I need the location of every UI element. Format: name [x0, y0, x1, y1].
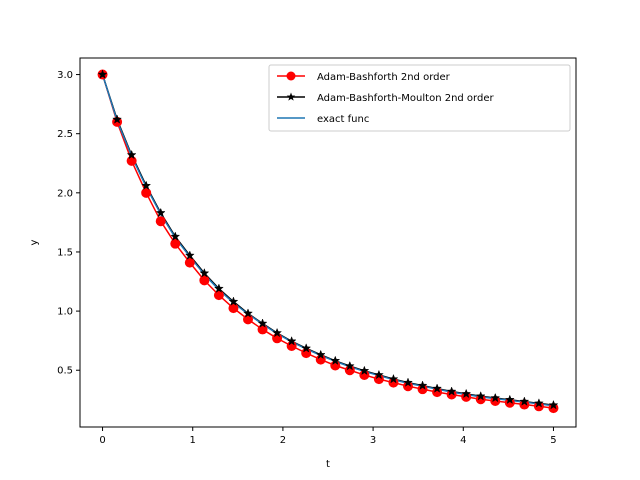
y-tick-label: 0.5: [57, 366, 73, 377]
plot-frame: [79, 57, 577, 428]
series-markers: [97, 69, 559, 414]
data-point: [446, 386, 457, 396]
data-point: [213, 290, 224, 301]
data-point: [228, 303, 239, 314]
data-point: [243, 308, 253, 318]
data-point: [359, 365, 370, 376]
data-point: [272, 327, 283, 338]
legend-marker: [286, 92, 296, 101]
data-point: [330, 355, 341, 365]
data-point: [461, 388, 472, 399]
data-point: [388, 373, 399, 384]
legend-marker: [286, 71, 296, 81]
data-point: [141, 187, 152, 198]
data-point: [170, 238, 181, 249]
data-point: [286, 336, 297, 346]
data-point: [170, 231, 181, 241]
data-point: [184, 257, 195, 268]
data-point: [126, 149, 137, 160]
y-tick-label: 1.5: [57, 247, 73, 258]
data-point: [475, 391, 486, 401]
data-point: [257, 318, 268, 328]
data-point: [242, 314, 253, 325]
x-tick-label: 5: [550, 435, 556, 446]
legend-box: [268, 64, 571, 132]
data-point: [126, 155, 137, 166]
data-point: [417, 380, 428, 390]
y-tick-label: 3.0: [57, 70, 73, 81]
data-point: [213, 283, 224, 293]
x-axis-label: t: [326, 459, 330, 470]
x-tick-label: 4: [460, 435, 466, 446]
data-point: [344, 360, 355, 371]
data-point: [199, 268, 210, 278]
legend-label: Adam-Bashforth-Moulton 2nd order: [317, 93, 494, 104]
data-point: [257, 324, 268, 335]
data-point: [432, 383, 443, 393]
data-point: [504, 394, 515, 405]
y-tick-label: 2.0: [57, 188, 73, 199]
data-point: [373, 369, 384, 380]
data-point: [519, 396, 530, 406]
data-point: [141, 180, 152, 190]
data-point: [548, 399, 559, 410]
data-point: [184, 250, 195, 260]
x-tick-label: 0: [99, 435, 105, 446]
data-point: [301, 343, 312, 353]
data-point: [199, 275, 210, 286]
data-point: [155, 216, 166, 227]
data-point: [228, 296, 239, 306]
x-tick-label: 3: [370, 435, 376, 446]
data-point: [490, 392, 501, 403]
y-tick-label: 1.0: [57, 307, 73, 318]
data-point: [155, 207, 166, 218]
data-point: [403, 377, 413, 387]
axis-ticks: 0 1 2 3 4 5 0.5 1.0 1.5 2.0 2.5 3.0: [57, 70, 557, 446]
data-point: [533, 398, 544, 408]
y-axis-label: y: [29, 239, 40, 245]
y-tick-label: 2.5: [57, 129, 73, 140]
legend-label: exact func: [317, 114, 369, 125]
legend: Adam-Bashforth 2nd order Adam-Bashforth-M…: [268, 64, 571, 132]
data-point: [97, 69, 108, 79]
legend-label: Adam-Bashforth 2nd order: [317, 72, 451, 83]
x-tick-label: 1: [190, 435, 196, 446]
x-tick-label: 2: [280, 435, 286, 446]
data-point: [112, 114, 123, 124]
data-point: [315, 349, 326, 360]
